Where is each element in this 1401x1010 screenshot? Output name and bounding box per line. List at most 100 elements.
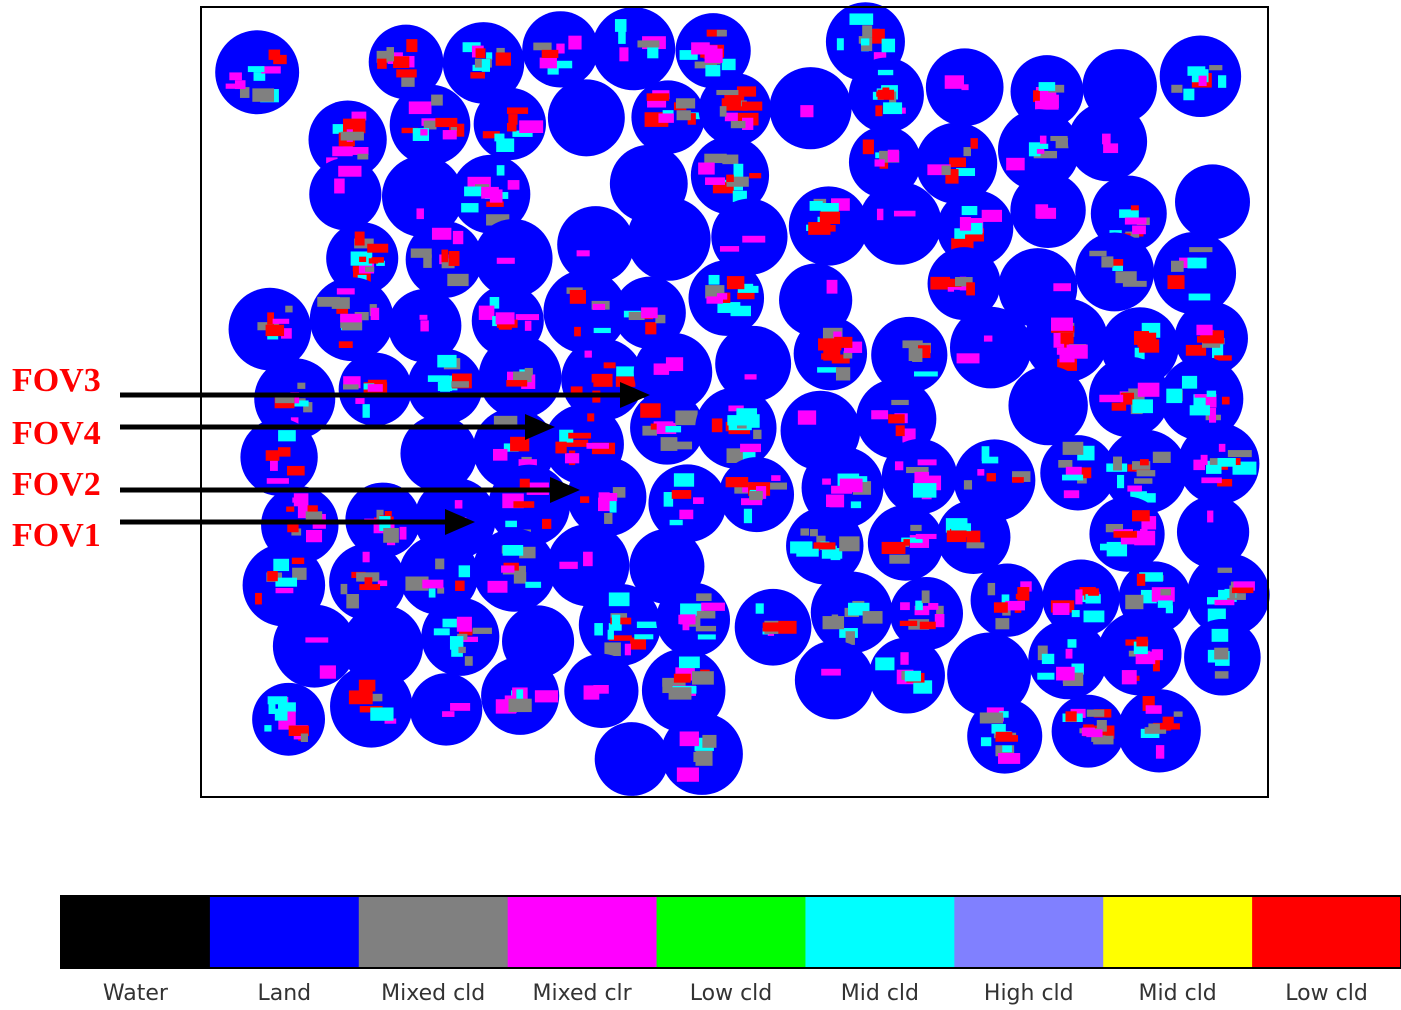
footprint <box>849 58 924 133</box>
footprint-patch <box>916 534 937 539</box>
footprint-patch <box>1033 90 1040 102</box>
footprint <box>309 158 381 230</box>
footprint-patch <box>947 530 967 542</box>
footprint-patch <box>726 477 749 487</box>
footprint-patch <box>420 315 428 320</box>
footprint-patch <box>301 734 308 743</box>
footprint-patch <box>401 78 414 87</box>
footprint-patch <box>594 623 603 635</box>
footprint <box>595 722 669 796</box>
footprint <box>1010 173 1085 248</box>
footprint <box>1075 233 1154 312</box>
footprint-patch <box>863 611 883 624</box>
footprint-patch <box>473 628 492 634</box>
footprint-base <box>1175 164 1250 239</box>
footprint-patch <box>317 297 340 307</box>
footprint-patch <box>1066 649 1073 659</box>
footprint-patch <box>705 65 720 76</box>
footprint-patch <box>577 250 590 256</box>
footprint-patch <box>1199 76 1207 86</box>
footprint-patch <box>1137 470 1156 476</box>
footprint-patch <box>420 320 428 331</box>
footprint-patch <box>229 72 242 80</box>
footprint-patch <box>435 118 457 127</box>
footprint-patch <box>664 492 673 507</box>
footprint-patch <box>461 203 478 212</box>
footprint-patch <box>514 572 526 583</box>
footprint-patch <box>252 88 274 101</box>
footprint-patch <box>278 430 296 441</box>
footprint-patch <box>998 753 1020 764</box>
footprint-patch <box>533 43 551 51</box>
footprint-patch <box>273 559 289 571</box>
footprint-patch <box>696 626 716 631</box>
footprint-patch <box>665 426 681 432</box>
footprint-patch <box>670 520 683 525</box>
footprint-patch <box>658 113 673 122</box>
footprint-patch <box>982 446 990 461</box>
fov-label: FOV2 <box>12 466 101 503</box>
footprint <box>390 85 471 166</box>
legend-label: Mixed clr <box>533 981 633 1006</box>
footprint <box>473 529 556 612</box>
footprint-patch <box>996 732 1013 739</box>
footprint-patch <box>593 374 612 387</box>
footprint-patch <box>910 525 921 531</box>
legend-swatch <box>359 896 508 968</box>
footprint-patch <box>964 480 972 489</box>
footprint-patch <box>756 603 764 613</box>
footprint-patch <box>888 150 899 162</box>
footprint-patch <box>1053 283 1071 291</box>
footprint <box>1178 423 1260 505</box>
legend-swatch <box>508 896 657 968</box>
footprint-patch <box>306 530 322 542</box>
footprint-patch <box>984 336 992 342</box>
footprint-patch <box>888 414 905 423</box>
footprint-patch <box>279 578 296 585</box>
footprint-patch <box>1064 490 1079 498</box>
footprint-patch <box>429 588 436 597</box>
footprint-patch <box>432 228 451 240</box>
footprint-patch <box>496 52 511 65</box>
footprint-patch <box>875 105 882 116</box>
footprint-patch <box>493 449 507 461</box>
footprint-patch <box>339 341 353 348</box>
footprint-patch <box>618 30 626 44</box>
legend-label: Low cld <box>690 981 773 1006</box>
footprint-patch <box>1207 511 1213 523</box>
legend: WaterLandMixed cldMixed clrLow cldMid cl… <box>61 896 1401 1006</box>
footprint-patch <box>851 501 861 508</box>
footprint-patch <box>630 638 646 650</box>
footprint-patch <box>268 696 288 704</box>
footprint-patch <box>736 408 757 418</box>
footprint-patch <box>676 98 695 108</box>
footprint <box>689 260 765 336</box>
footprint-patch <box>1167 275 1184 289</box>
footprint-patch <box>1218 75 1226 88</box>
footprint-patch <box>377 59 387 69</box>
footprint-patch <box>920 622 936 629</box>
legend-swatch <box>805 896 954 968</box>
footprint <box>937 500 1011 574</box>
footprint-patch <box>1062 475 1083 481</box>
footprint-patch <box>875 159 885 166</box>
footprint-patch <box>275 397 294 403</box>
footprint-patch <box>470 72 485 78</box>
footprint-patch <box>1075 589 1082 604</box>
footprint-patch <box>525 368 533 375</box>
footprint-patch <box>987 473 996 481</box>
footprint-patch <box>363 404 370 418</box>
footprint-patch <box>709 275 720 285</box>
footprint-patch <box>1201 477 1221 483</box>
footprint-patch <box>297 383 305 389</box>
footprint-patch <box>608 493 617 501</box>
footprint-patch <box>346 594 359 608</box>
footprint-patch <box>727 276 744 289</box>
footprint-patch <box>980 712 1003 723</box>
footprint <box>719 457 794 532</box>
footprint-patch <box>266 325 284 336</box>
footprint-patch <box>320 665 336 678</box>
footprint-patch <box>508 180 520 190</box>
footprint <box>592 7 675 90</box>
footprint-patch <box>490 189 503 202</box>
